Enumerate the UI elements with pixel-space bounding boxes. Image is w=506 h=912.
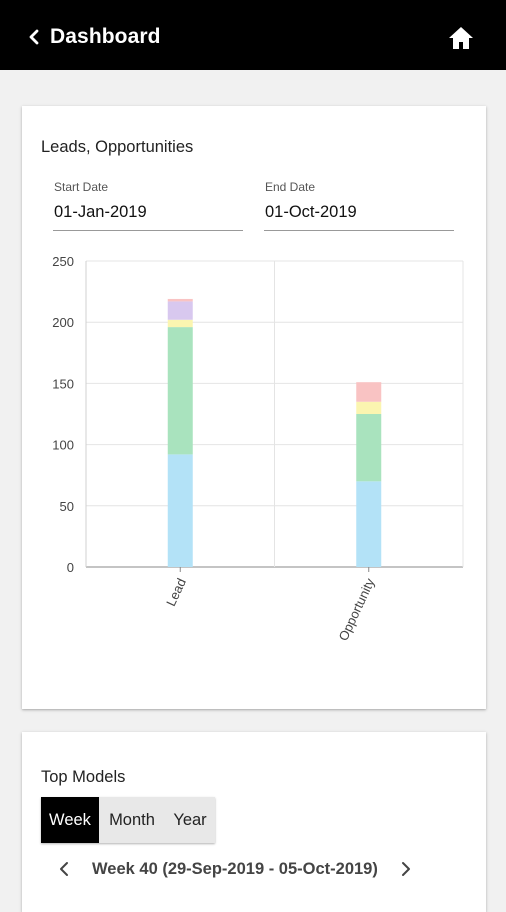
bar-segment bbox=[356, 481, 382, 567]
y-tick-label: 200 bbox=[52, 315, 74, 330]
bar-segment bbox=[167, 454, 193, 567]
stacked-bar-chart: 0 50 100 150 200 250 Lead Opportunity bbox=[52, 254, 464, 643]
end-date-label: End Date bbox=[265, 180, 316, 194]
bar-segment bbox=[356, 382, 382, 402]
week-label: Week 40 (29-Sep-2019 - 05-Oct-2019) bbox=[92, 859, 378, 878]
app-bar: Dashboard bbox=[0, 0, 506, 70]
x-tick-label: Opportunity bbox=[335, 575, 377, 643]
start-date-field[interactable]: Start Date 01-Jan-2019 bbox=[53, 179, 243, 231]
y-tick-label: 0 bbox=[67, 560, 74, 575]
y-tick-label: 100 bbox=[52, 438, 74, 453]
bar-segment bbox=[356, 401, 382, 414]
bar-segment bbox=[167, 298, 193, 302]
x-tick-label: Lead bbox=[163, 576, 189, 609]
home-button[interactable] bbox=[446, 24, 476, 52]
period-month-button[interactable]: Month bbox=[109, 810, 155, 829]
y-tick-label: 50 bbox=[60, 499, 74, 514]
period-year-button[interactable]: Year bbox=[173, 810, 207, 829]
y-tick-label: 250 bbox=[52, 254, 74, 269]
next-week-button[interactable] bbox=[394, 857, 418, 881]
back-button[interactable]: Dashboard bbox=[26, 22, 166, 52]
top-models-card: Top Models Week Month Year Week 40 (29-S… bbox=[22, 732, 486, 912]
period-week-button[interactable]: Week bbox=[41, 797, 99, 843]
card-title: Top Models bbox=[41, 768, 126, 786]
start-date-label: Start Date bbox=[54, 180, 109, 194]
chevron-left-icon bbox=[29, 29, 39, 45]
previous-week-button[interactable] bbox=[52, 857, 76, 881]
chevron-right-icon bbox=[401, 862, 410, 876]
bar-segment bbox=[356, 414, 382, 482]
period-selector: Week Month Year bbox=[41, 797, 215, 843]
week-navigator: Week 40 (29-Sep-2019 - 05-Oct-2019) bbox=[52, 854, 442, 884]
card-title: Leads, Opportunities bbox=[41, 138, 194, 156]
home-icon bbox=[449, 27, 473, 49]
bar-segment bbox=[167, 319, 193, 328]
bar-segment bbox=[167, 301, 193, 320]
bar-segment bbox=[167, 327, 193, 455]
y-tick-label: 150 bbox=[52, 376, 74, 391]
end-date-field[interactable]: End Date 01-Oct-2019 bbox=[264, 179, 454, 231]
start-date-value: 01-Jan-2019 bbox=[54, 203, 147, 221]
page-title: Dashboard bbox=[50, 25, 161, 48]
chevron-left-icon bbox=[60, 862, 68, 876]
end-date-value: 01-Oct-2019 bbox=[265, 203, 357, 221]
leads-opportunities-card: Leads, Opportunities Start Date 01-Jan-2… bbox=[22, 106, 486, 709]
